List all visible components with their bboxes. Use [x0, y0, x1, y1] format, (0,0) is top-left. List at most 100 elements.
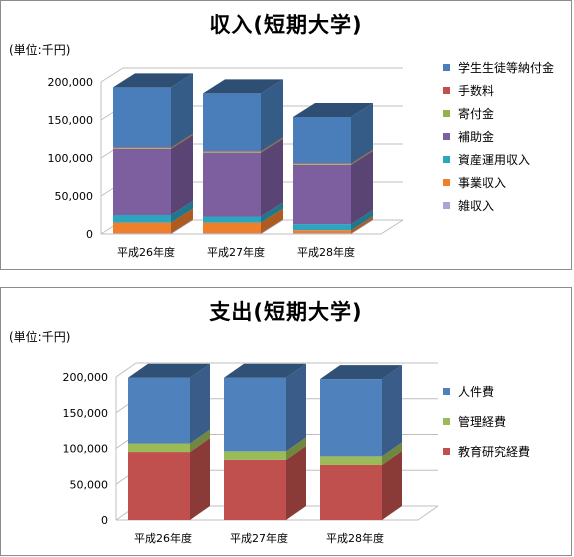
bar-side: [171, 201, 193, 223]
income-plot-area: 0 50,000 100,000 150,000 200,000 平成26年度 平成27年度…: [48, 67, 404, 259]
y-tick-label: 100,000: [48, 152, 94, 165]
bar-segment: [113, 73, 193, 148]
bar-top: [224, 363, 306, 378]
bar-front: [113, 147, 171, 149]
bar-segment: [293, 219, 373, 234]
legend-item: 人件費: [443, 376, 530, 406]
bar-front: [293, 230, 351, 234]
bar-segment: [128, 438, 210, 520]
bar-front: [113, 215, 171, 223]
gridline-depth: [115, 362, 137, 378]
bar-segment: [293, 149, 373, 165]
y-tick-label: 50,000: [70, 478, 109, 491]
bar-front: [293, 116, 351, 164]
bar-front: [203, 93, 261, 152]
bar-front: [224, 377, 286, 452]
bar-top: [320, 365, 402, 380]
bar-segment: [203, 219, 283, 234]
y-tick-label: 0: [101, 514, 108, 527]
legend-swatch: [443, 110, 450, 117]
y-tick-label: 200,000: [48, 76, 94, 89]
bar-side: [351, 102, 373, 164]
legend-item: 寄付金: [443, 102, 554, 125]
y-tick-label: 100,000: [63, 443, 109, 456]
x-tick-label: 平成28年度: [297, 245, 355, 259]
legend-item: 資産運用収入: [443, 148, 554, 171]
bar-segment: [203, 137, 283, 152]
legend-swatch: [443, 417, 450, 425]
legend-swatch: [443, 156, 450, 163]
bar-segment: [293, 210, 373, 231]
legend-swatch: [443, 447, 450, 455]
legend-item: 学生生徒等納付金: [443, 56, 554, 79]
legend-swatch: [443, 179, 450, 186]
expense-chart-panel: 支出(短期大学) (単位:千円) 0 50,000 100,000 150,000 20…: [0, 287, 572, 556]
bar-side: [382, 442, 402, 465]
chart-title: 収入(短期大学): [209, 13, 363, 37]
bar-front: [320, 456, 382, 465]
bar-segment: [293, 216, 373, 234]
bar-segment: [113, 201, 193, 223]
legend-label: 学生生徒等納付金: [458, 61, 555, 75]
floor-side-edge: [380, 219, 404, 235]
bar-top: [203, 79, 283, 94]
bar-front: [224, 459, 286, 520]
bar-segment: [203, 208, 283, 234]
bar-side: [382, 365, 402, 457]
bar-side: [261, 202, 283, 223]
bar-side: [351, 150, 373, 165]
bar-segment: [320, 442, 402, 465]
bar-front: [113, 87, 171, 148]
bar-front: [128, 377, 190, 444]
bar-segment: [113, 219, 193, 234]
legend-label: 事業収入: [458, 176, 507, 190]
bar-side: [286, 363, 306, 452]
chart-title: 支出(短期大学): [209, 300, 363, 324]
bar-front: [203, 151, 261, 152]
bar-front: [113, 233, 171, 234]
bar-front: [293, 164, 351, 165]
bar-top: [113, 73, 193, 88]
y-tick-label: 200,000: [63, 371, 109, 384]
bar-segment: [224, 445, 306, 520]
legend-item: 事業収入: [443, 171, 554, 194]
legend-label: 管理経費: [458, 414, 507, 429]
bar-side: [171, 134, 193, 215]
bar-side: [171, 208, 193, 234]
expense-plot-area: 0 50,000 100,000 150,000 200,000 平成26年度 平成27年度…: [63, 362, 439, 545]
bar-segment: [224, 437, 306, 460]
legend-label: 手数料: [458, 84, 495, 98]
bar-front: [293, 163, 351, 165]
bar-segment: [293, 102, 373, 164]
y-tick-label: 50,000: [55, 190, 94, 203]
legend-label: 寄付金: [458, 107, 495, 121]
gridline-depth: [100, 67, 124, 83]
bar-side: [261, 137, 283, 152]
bar-side: [190, 429, 210, 453]
bar-side: [171, 133, 193, 149]
bar-front: [203, 151, 261, 153]
bar-segment: [293, 150, 373, 225]
legend-label: 雑収入: [458, 199, 495, 213]
legend-label: 補助金: [458, 130, 495, 144]
bar-segment: [128, 429, 210, 453]
legend-swatch: [443, 87, 450, 94]
legend-swatch: [443, 387, 450, 395]
bar-top: [128, 363, 210, 378]
legend-item: 管理経費: [443, 406, 530, 436]
bar-front: [203, 216, 261, 223]
bar-front: [203, 152, 261, 217]
bar-side: [171, 219, 193, 234]
chart-legend: 人件費 管理経費 教育研究経費: [443, 376, 530, 466]
bar-side: [261, 208, 283, 234]
bar-front: [113, 148, 171, 149]
y-tick-label: 150,000: [48, 114, 94, 127]
bar-segment: [203, 137, 283, 153]
bar-side: [261, 219, 283, 234]
y-tick-label: 150,000: [63, 407, 109, 420]
floor-side-edge: [417, 505, 439, 521]
bar-side: [351, 219, 373, 234]
x-tick-label: 平成28年度: [326, 531, 384, 545]
x-tick-label: 平成26年度: [117, 245, 175, 259]
bar-segment: [203, 202, 283, 223]
